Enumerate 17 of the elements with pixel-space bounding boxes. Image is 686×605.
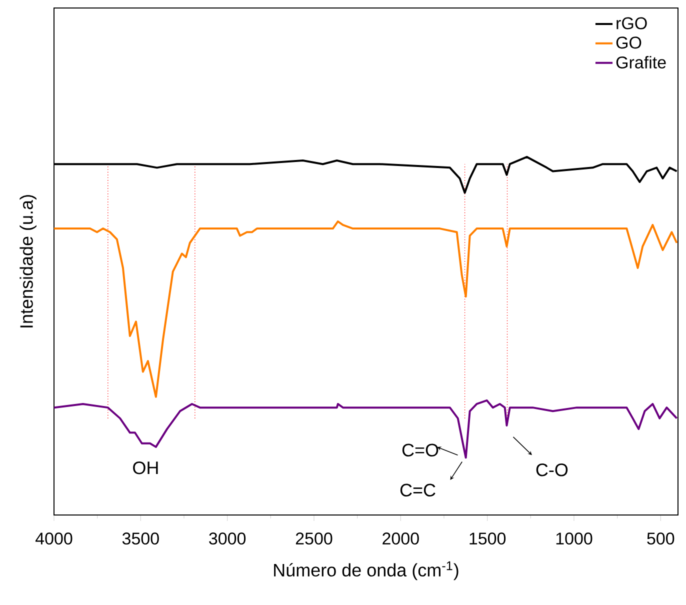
annotation: C-O (536, 463, 568, 476)
x-tick-label: 2000 (382, 532, 419, 545)
x-tick-label: 500 (647, 532, 674, 545)
legend-label: GO (616, 36, 642, 49)
x-tick-label: 2500 (296, 532, 332, 545)
legend-label: rGO (616, 17, 647, 30)
x-axis-title: Número de onda (cm$^{-1}$) (274, 561, 458, 580)
x-tick-label: 3000 (209, 532, 246, 545)
legend-label: Grafite (616, 56, 666, 68)
annotation: C=C (400, 484, 436, 497)
x-tick-label: 4000 (35, 532, 72, 545)
y-axis-title: Intensidade (u.a) (20, 195, 36, 328)
x-tick-label: 1500 (470, 532, 506, 545)
x-tick-label: 3500 (122, 532, 159, 545)
annotation: C=O (402, 444, 438, 456)
annotation: OH (133, 461, 158, 474)
x-tick-label: 1000 (556, 532, 592, 545)
